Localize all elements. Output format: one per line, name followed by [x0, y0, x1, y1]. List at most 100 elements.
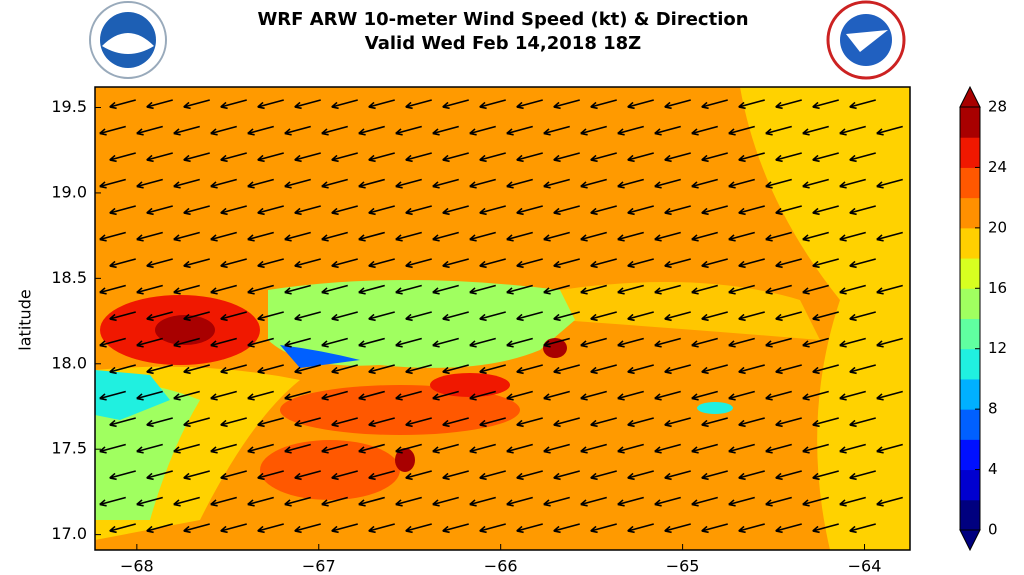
wind-arrow	[136, 496, 163, 507]
colorbar-segment	[960, 469, 980, 501]
wind-arrow	[368, 311, 395, 322]
wind-arrow	[294, 523, 321, 534]
wind-arrow	[442, 311, 469, 322]
wind-arrow	[331, 417, 358, 428]
wind-arrow	[284, 390, 311, 401]
wind-arrow	[728, 337, 755, 348]
wind-arrow	[294, 99, 321, 110]
wind-arrow	[617, 231, 644, 242]
wind-arrow	[321, 231, 348, 242]
wind-arrow	[664, 99, 691, 110]
wind-arrow	[109, 258, 136, 269]
wind-arrow	[775, 152, 802, 163]
wind-arrow	[627, 470, 654, 481]
wind-arrow	[516, 152, 543, 163]
y-tick-label: 17.5	[51, 439, 87, 458]
wind-arrow	[284, 337, 311, 348]
wind-arrow	[812, 417, 839, 428]
wind-arrow	[405, 311, 432, 322]
wind-arrow	[516, 417, 543, 428]
wind-arrow	[654, 443, 681, 454]
wind-arrow	[442, 99, 469, 110]
wind-arrow	[294, 470, 321, 481]
wind-arrow	[173, 390, 200, 401]
wind-arrow	[664, 470, 691, 481]
wind-arrow	[516, 364, 543, 375]
wind-arrow	[516, 470, 543, 481]
wind-arrow	[617, 390, 644, 401]
wind-arrow	[109, 205, 136, 216]
wind-arrow	[664, 417, 691, 428]
colorbar-segment	[960, 137, 980, 168]
wind-arrow	[479, 311, 506, 322]
wind-arrow	[590, 364, 617, 375]
wind-arrow	[358, 496, 385, 507]
wind-arrow	[257, 364, 284, 375]
y-axis-label: latitude	[16, 289, 35, 350]
wind-arrow	[654, 337, 681, 348]
wind-arrow	[395, 443, 422, 454]
colorbar-tick-label: 20	[988, 218, 1007, 236]
wind-arrow	[506, 284, 533, 295]
wind-arrow	[775, 523, 802, 534]
colorbar-tick-label: 24	[988, 158, 1007, 176]
wind-arrow	[617, 443, 644, 454]
wind-arrow	[775, 99, 802, 110]
wind-arrow	[516, 99, 543, 110]
wind-arrow	[506, 443, 533, 454]
colorbar-segment	[960, 378, 980, 410]
colorbar-extend-top	[959, 85, 981, 108]
wind-arrow	[247, 284, 274, 295]
wind-arrow	[183, 417, 210, 428]
wind-arrow	[331, 470, 358, 481]
wind-arrow	[849, 152, 876, 163]
wind-arrow	[220, 417, 247, 428]
wind-arrow	[580, 337, 607, 348]
wind-arrow	[802, 337, 829, 348]
wind-arrow	[765, 231, 792, 242]
wind-arrow	[728, 390, 755, 401]
wind-arrow	[691, 284, 718, 295]
wind-arrow	[321, 125, 348, 136]
wind-arrow	[627, 364, 654, 375]
wind-arrow	[701, 99, 728, 110]
wind-arrow	[210, 125, 237, 136]
wind-arrow	[247, 337, 274, 348]
wind-arrow	[691, 443, 718, 454]
colorbar-segment	[960, 318, 980, 350]
wind-arrow	[183, 152, 210, 163]
wind-arrow	[368, 152, 395, 163]
wind-arrow	[728, 496, 755, 507]
wind-arrow	[173, 337, 200, 348]
wind-arrow	[765, 496, 792, 507]
wind-arrow	[469, 496, 496, 507]
wind-arrow	[802, 443, 829, 454]
wind-arrow	[506, 496, 533, 507]
wind-arrow	[136, 231, 163, 242]
colorbar-tick-label: 28	[988, 98, 1007, 116]
wind-arrow	[701, 311, 728, 322]
colorbar-segment	[960, 197, 980, 229]
colorbar-segment	[960, 107, 980, 138]
wind-arrow	[432, 125, 459, 136]
wind-arrow	[627, 152, 654, 163]
wind-arrow	[738, 364, 765, 375]
wind-arrow	[876, 337, 903, 348]
wind-arrow	[331, 99, 358, 110]
wind-arrow	[109, 99, 136, 110]
wind-arrow	[839, 443, 866, 454]
wind-arrow	[220, 99, 247, 110]
colorbar-segment	[960, 499, 980, 531]
wind-arrow	[839, 496, 866, 507]
wind-arrow	[543, 178, 570, 189]
wind-arrow	[173, 125, 200, 136]
wind-arrow	[775, 417, 802, 428]
wind-arrow	[257, 258, 284, 269]
wind-arrow	[173, 443, 200, 454]
wind-arrow	[839, 284, 866, 295]
wind-arrow	[109, 311, 136, 322]
wind-arrow	[701, 258, 728, 269]
wind-arrow	[516, 523, 543, 534]
wind-arrow	[849, 417, 876, 428]
